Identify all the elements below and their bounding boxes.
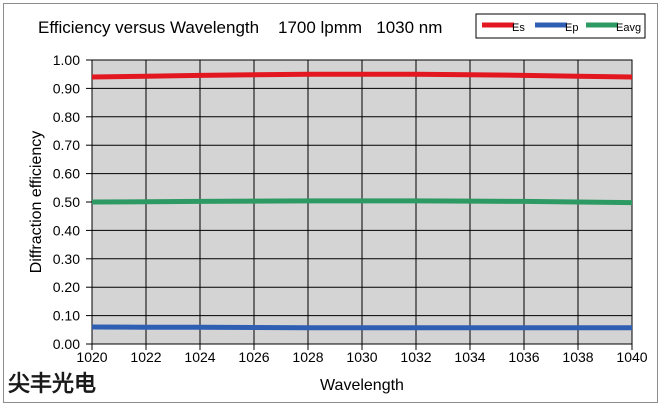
x-tick-label: 1026 (238, 349, 269, 365)
x-tick-label: 1036 (508, 349, 539, 365)
series-line-eavg (91, 198, 633, 206)
y-tick-label: 1.00 (53, 52, 80, 68)
y-tick-label: 0.70 (53, 137, 80, 153)
series-line-es (91, 71, 633, 80)
y-tick-label: 0.30 (53, 251, 80, 267)
series-line-ep (91, 324, 632, 331)
y-axis-title: Diffraction efficiency (28, 131, 45, 274)
x-tick-label: 1020 (76, 349, 107, 365)
series-lines (91, 71, 633, 331)
x-tick-label: 1032 (400, 349, 431, 365)
grid-lines (86, 59, 633, 350)
x-tick-label: 1040 (616, 349, 647, 365)
y-tick-label: 0.60 (53, 166, 80, 182)
x-tick-label: 1030 (346, 349, 377, 365)
legend: Es Ep Eavg (475, 13, 646, 39)
x-axis-title: Wavelength (320, 377, 404, 394)
x-tick-label: 1028 (292, 349, 323, 365)
x-tick-label: 1024 (184, 349, 215, 365)
x-tick-label: 1038 (562, 349, 593, 365)
x-tick-label: 1034 (454, 349, 485, 365)
watermark-text: 尖丰光电 (8, 372, 96, 397)
y-tick-label: 0.50 (53, 194, 80, 210)
y-tick-label: 0.10 (53, 308, 80, 324)
chart-title: Efficiency versus Wavelength 1700 lpmm 1… (38, 18, 442, 37)
y-tick-label: 0.40 (53, 222, 80, 238)
y-tick-label: 0.00 (53, 336, 80, 352)
legend-label-es: Es (512, 22, 525, 34)
y-tick-label: 0.20 (53, 279, 80, 295)
legend-label-ep: Ep (565, 22, 578, 34)
x-tick-label: 1022 (130, 349, 161, 365)
y-tick-label: 0.80 (53, 109, 80, 125)
legend-label-eavg: Eavg (616, 22, 641, 34)
y-tick-label: 0.90 (53, 80, 80, 96)
x-tick-labels: 1020 1022 1024 1026 1028 1030 1032 1034 1036 1038… (76, 349, 647, 365)
y-tick-labels: 0.00 0.10 0.20 0.30 0.40 0.50 0.60 0.70 0.80 0.90… (53, 52, 80, 352)
